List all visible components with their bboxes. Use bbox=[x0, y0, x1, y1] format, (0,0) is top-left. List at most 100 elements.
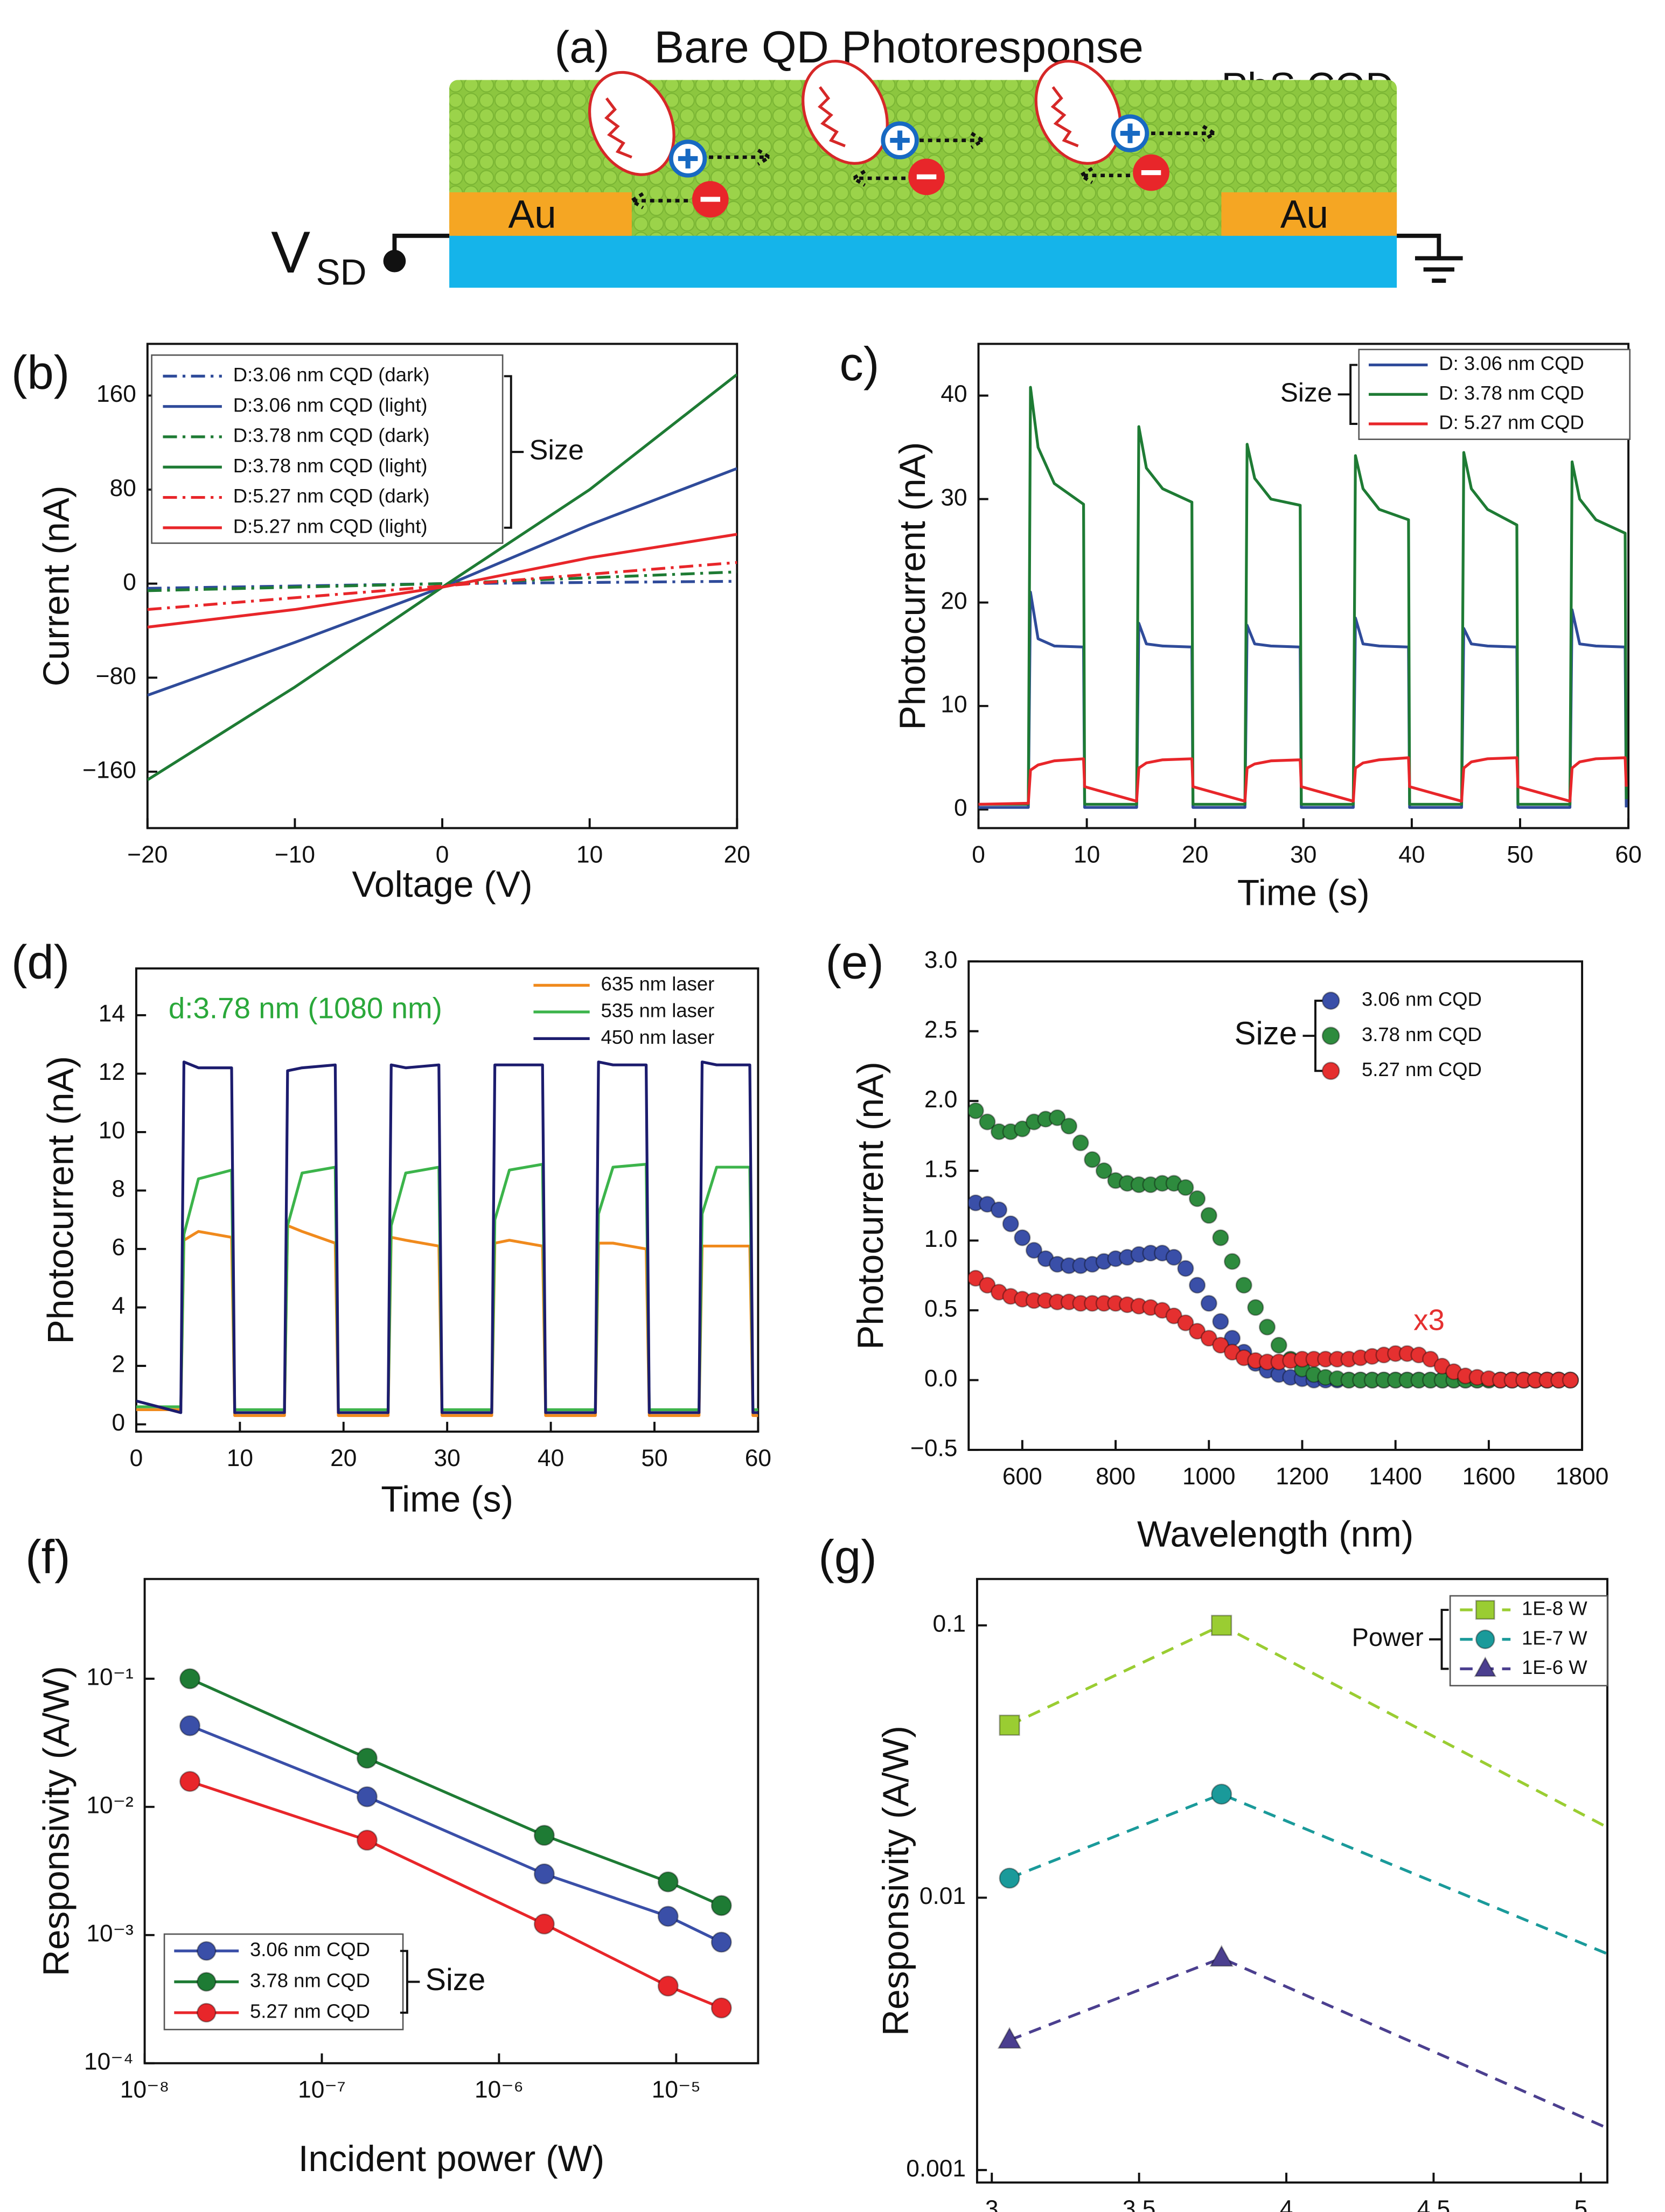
annotation: x3 bbox=[1413, 1303, 1445, 1336]
panel-label: (a) bbox=[555, 22, 610, 72]
y-axis-label: Photocurrent (nA) bbox=[893, 442, 933, 730]
substrate bbox=[449, 234, 1397, 288]
legend-marker bbox=[1321, 1062, 1340, 1080]
y-axis-label: Responsivity (A/W) bbox=[37, 1666, 77, 1976]
y-tick-label: 14 bbox=[99, 1001, 125, 1027]
legend: D: 3.06 nm CQD D: 3.78 nm CQD D: 5.27 nm C… bbox=[1280, 348, 1631, 440]
y-tick-label: −160 bbox=[82, 757, 136, 783]
y-tick-label: 0.5 bbox=[924, 1296, 958, 1322]
marker bbox=[533, 1913, 555, 1935]
legend-marker bbox=[196, 1941, 217, 1961]
y-tick-label: 0 bbox=[123, 569, 136, 595]
marker bbox=[356, 1786, 378, 1808]
x-tick-label: 0 bbox=[130, 1445, 143, 1471]
marker bbox=[1084, 1151, 1101, 1168]
y-tick-label: 80 bbox=[110, 475, 136, 501]
marker bbox=[1632, 2132, 1654, 2151]
y-tick-label: 0 bbox=[954, 795, 967, 821]
legend-marker bbox=[196, 2002, 217, 2023]
x-tick-label: 10 bbox=[227, 1445, 253, 1471]
plot-area bbox=[179, 1668, 732, 2019]
legend-label: D:5.27 nm CQD (dark) bbox=[233, 485, 430, 507]
marker bbox=[1177, 1179, 1194, 1196]
x-tick-label: 3 bbox=[985, 2196, 999, 2212]
y-tick-label: 2.5 bbox=[924, 1016, 958, 1043]
plot-area bbox=[969, 1102, 1579, 1389]
legend-group-label: Size bbox=[1234, 1015, 1297, 1051]
photon bbox=[802, 59, 889, 165]
x-tick-label: 10 bbox=[1074, 841, 1100, 868]
marker bbox=[1060, 1118, 1078, 1135]
series-line bbox=[147, 533, 737, 629]
marker bbox=[1188, 1323, 1206, 1340]
marker bbox=[657, 1871, 679, 1893]
y-tick-label: 160 bbox=[96, 381, 136, 407]
panel-label: (b) bbox=[11, 346, 69, 399]
x-tick-label: 40 bbox=[538, 1445, 564, 1471]
legend-group-label: Size bbox=[1280, 378, 1332, 407]
series-line bbox=[978, 386, 1628, 806]
marker bbox=[1165, 1248, 1182, 1266]
legend-label: D:3.06 nm CQD (dark) bbox=[233, 364, 430, 386]
marker bbox=[990, 1201, 1008, 1218]
legend-label: 535 nm laser bbox=[601, 1000, 715, 1022]
y-tick-label: 0.001 bbox=[906, 2155, 966, 2182]
marker bbox=[1072, 1134, 1089, 1152]
plot-frame bbox=[143, 1578, 760, 2064]
source-label: V bbox=[271, 220, 310, 285]
marker bbox=[1200, 1330, 1217, 1347]
marker bbox=[533, 1825, 555, 1846]
x-tick-label: 10⁻⁷ bbox=[298, 2077, 346, 2103]
marker bbox=[710, 1895, 732, 1916]
marker bbox=[1247, 1299, 1264, 1316]
wave bbox=[818, 86, 846, 148]
x-tick-label: 4 bbox=[1280, 2196, 1293, 2212]
x-tick-label: 10⁻⁸ bbox=[120, 2077, 169, 2103]
marker bbox=[1165, 1307, 1182, 1324]
x-tick-label: 10 bbox=[576, 841, 603, 868]
legend-group-label: Power bbox=[1352, 1623, 1424, 1651]
x-tick-label: 600 bbox=[1002, 1463, 1042, 1490]
x-tick-label: 1200 bbox=[1276, 1463, 1329, 1490]
x-tick-label: 5 bbox=[1574, 2196, 1587, 2212]
x-tick-label: 30 bbox=[434, 1445, 461, 1471]
legend-label: 3.78 nm CQD bbox=[250, 1969, 370, 1991]
qd-film bbox=[449, 80, 1397, 236]
marker bbox=[1212, 1313, 1229, 1330]
legend: D:3.06 nm CQD (dark) D:3.06 nm CQD (light… bbox=[151, 354, 584, 544]
legend-label: D:3.78 nm CQD (dark) bbox=[233, 424, 430, 446]
marker bbox=[1422, 1350, 1439, 1368]
electrode-label: Au bbox=[1280, 193, 1328, 236]
carriers bbox=[628, 114, 1218, 218]
marker bbox=[710, 1997, 732, 2019]
x-tick-label: 4.5 bbox=[1417, 2196, 1451, 2212]
legend-label: 635 nm laser bbox=[601, 973, 715, 995]
x-tick-label: 1800 bbox=[1556, 1463, 1609, 1490]
legend-label: D: 3.06 nm CQD bbox=[1439, 352, 1584, 374]
legend-label: 5.27 nm CQD bbox=[250, 2000, 370, 2022]
legend-marker bbox=[1475, 1629, 1495, 1650]
marker bbox=[179, 1668, 201, 1690]
legend: 3.06 nm CQD 3.78 nm CQD 5.27 nm CQD Size bbox=[163, 1933, 486, 2030]
marker bbox=[1209, 1945, 1234, 1967]
marker bbox=[1258, 1318, 1276, 1336]
y-axis-label: Current (nA) bbox=[37, 486, 77, 687]
x-tick-label: 1000 bbox=[1182, 1463, 1236, 1490]
marker bbox=[1212, 1229, 1229, 1246]
y-tick-label: 0.1 bbox=[932, 1611, 966, 1637]
marker bbox=[997, 2027, 1022, 2049]
x-axis-label: Time (s) bbox=[1237, 873, 1370, 913]
legend-label: 1E-8 W bbox=[1522, 1597, 1587, 1620]
y-tick-label: −0.5 bbox=[910, 1435, 957, 1462]
legend-bracket bbox=[1429, 1609, 1449, 1670]
marker bbox=[1177, 1314, 1194, 1331]
legend-group-label: Size bbox=[426, 1963, 486, 1997]
y-tick-label: −80 bbox=[96, 663, 136, 689]
y-tick-label: 1.5 bbox=[924, 1156, 958, 1182]
marker bbox=[179, 1771, 201, 1792]
x-tick-label: 50 bbox=[641, 1445, 667, 1471]
legend-marker bbox=[196, 1972, 217, 1992]
x-tick-label: 60 bbox=[1615, 841, 1641, 868]
legend-marker bbox=[1321, 992, 1340, 1010]
y-tick-label: 10⁻⁴ bbox=[84, 2048, 134, 2075]
